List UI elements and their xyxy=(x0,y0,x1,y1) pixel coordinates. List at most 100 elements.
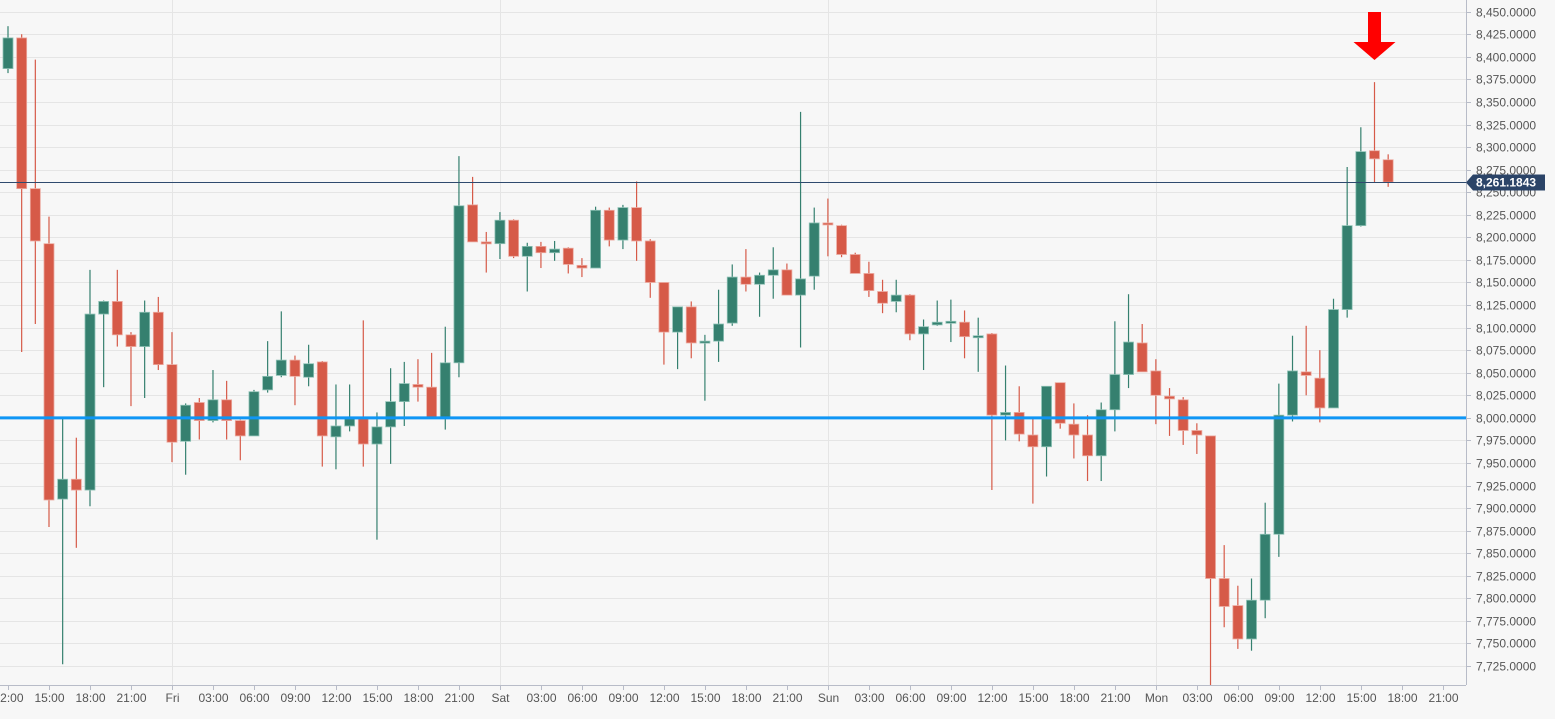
candle-body xyxy=(16,37,28,190)
candle-up xyxy=(207,370,219,423)
candle-up xyxy=(726,264,738,326)
candle-up xyxy=(1355,127,1367,227)
y-tick-label: 8,175.0000 xyxy=(1476,254,1536,268)
candle-body xyxy=(385,401,397,428)
candle-up xyxy=(945,299,957,343)
x-tick-label: Mon xyxy=(1145,691,1168,705)
candle-up xyxy=(330,384,342,470)
candle-down xyxy=(863,261,875,297)
candle-down xyxy=(29,59,41,324)
candle-body xyxy=(1273,414,1285,535)
candle-body xyxy=(1068,423,1080,436)
candle-down xyxy=(781,263,793,296)
candle-body xyxy=(1382,159,1394,183)
candle-body xyxy=(371,426,383,445)
candle-up xyxy=(521,242,533,292)
candle-body xyxy=(508,219,520,257)
candle-up xyxy=(617,204,629,250)
x-tick-label: 12:00 xyxy=(977,691,1007,705)
candle-down xyxy=(221,380,233,440)
x-tick-label: 09:00 xyxy=(608,691,638,705)
x-tick-label: 06:00 xyxy=(1223,691,1253,705)
candle-down xyxy=(1218,545,1230,628)
y-tick-label: 8,300.0000 xyxy=(1476,141,1536,155)
candle-body xyxy=(43,243,55,501)
candle-body xyxy=(152,311,164,366)
candle-body xyxy=(590,209,601,269)
candle-body xyxy=(316,361,328,437)
candle-down xyxy=(1177,397,1189,445)
y-tick-label: 7,725.0000 xyxy=(1476,660,1536,674)
x-tick-label: 15:00 xyxy=(1018,691,1048,705)
candle-body xyxy=(808,222,820,277)
candle-up xyxy=(2,26,14,74)
y-tick-label: 8,025.0000 xyxy=(1476,389,1536,403)
candle-down xyxy=(508,219,520,259)
candle-body xyxy=(289,359,301,377)
x-tick-label: 18:00 xyxy=(75,691,105,705)
candle-body xyxy=(877,291,888,304)
x-tick-label: Sat xyxy=(491,691,510,705)
candle-down xyxy=(1068,403,1080,459)
x-tick-label: 09:00 xyxy=(1264,691,1294,705)
candle-body xyxy=(480,241,492,245)
candle-up xyxy=(590,206,601,269)
last-price-label: 8,261.1843 xyxy=(1476,176,1536,190)
candle-body xyxy=(1095,409,1107,457)
candle-body xyxy=(863,273,875,292)
candle-down xyxy=(1150,359,1162,425)
candle-body xyxy=(275,359,287,376)
y-tick-label: 8,375.0000 xyxy=(1476,73,1536,87)
x-tick-label: 15:00 xyxy=(362,691,392,705)
candle-down xyxy=(316,361,328,467)
x-axis: 12:00 15:00 18:00 21:00 Fri 03:00 06:00 09:00 12… xyxy=(0,685,1466,705)
candle-up xyxy=(57,418,69,665)
candle-body xyxy=(890,294,902,302)
candle-body xyxy=(166,364,178,443)
x-tick-label: 12:00 xyxy=(1305,691,1335,705)
candle-body xyxy=(685,306,697,344)
y-tick-label: 8,425.0000 xyxy=(1476,28,1536,42)
candle-up xyxy=(1287,335,1298,422)
x-tick-label: 18:00 xyxy=(731,691,761,705)
candle-body xyxy=(849,254,861,274)
candle-body xyxy=(576,264,588,269)
candle-body xyxy=(344,418,356,427)
candle-body xyxy=(57,478,69,500)
candle-down xyxy=(1314,350,1326,423)
candle-body xyxy=(726,276,738,324)
candle-up xyxy=(699,334,711,401)
y-tick-label: 8,000.0000 xyxy=(1476,412,1536,426)
candle-down xyxy=(849,252,861,274)
overlays xyxy=(0,12,1466,420)
x-tick-label: 03:00 xyxy=(854,691,884,705)
candle-up xyxy=(549,240,560,261)
candle-down xyxy=(16,34,28,352)
x-tick-label: 12:00 xyxy=(649,691,679,705)
candle-body xyxy=(439,362,451,418)
candle-body xyxy=(1205,435,1216,579)
candle-body xyxy=(740,276,752,285)
candle-body xyxy=(111,301,123,336)
candle-body xyxy=(1355,151,1367,227)
candle-body xyxy=(426,386,438,418)
candle-up xyxy=(139,300,151,399)
candle-body xyxy=(303,363,315,378)
y-tick-label: 7,800.0000 xyxy=(1476,592,1536,606)
candle-body xyxy=(221,399,233,421)
candle-down xyxy=(1013,386,1025,442)
candle-down xyxy=(644,239,656,298)
candle-body xyxy=(1341,225,1353,310)
y-tick-label: 7,975.0000 xyxy=(1476,434,1536,448)
candle-up xyxy=(385,368,397,464)
x-tick-label: 21:00 xyxy=(1100,691,1130,705)
candle-body xyxy=(398,383,410,403)
candle-down xyxy=(1205,435,1216,686)
candle-down xyxy=(1232,585,1244,649)
candle-body xyxy=(754,274,765,285)
candle-body xyxy=(29,188,41,242)
candle-up xyxy=(1000,365,1011,441)
candle-up xyxy=(494,212,506,260)
candle-body xyxy=(959,321,970,338)
candle-down xyxy=(234,419,246,461)
